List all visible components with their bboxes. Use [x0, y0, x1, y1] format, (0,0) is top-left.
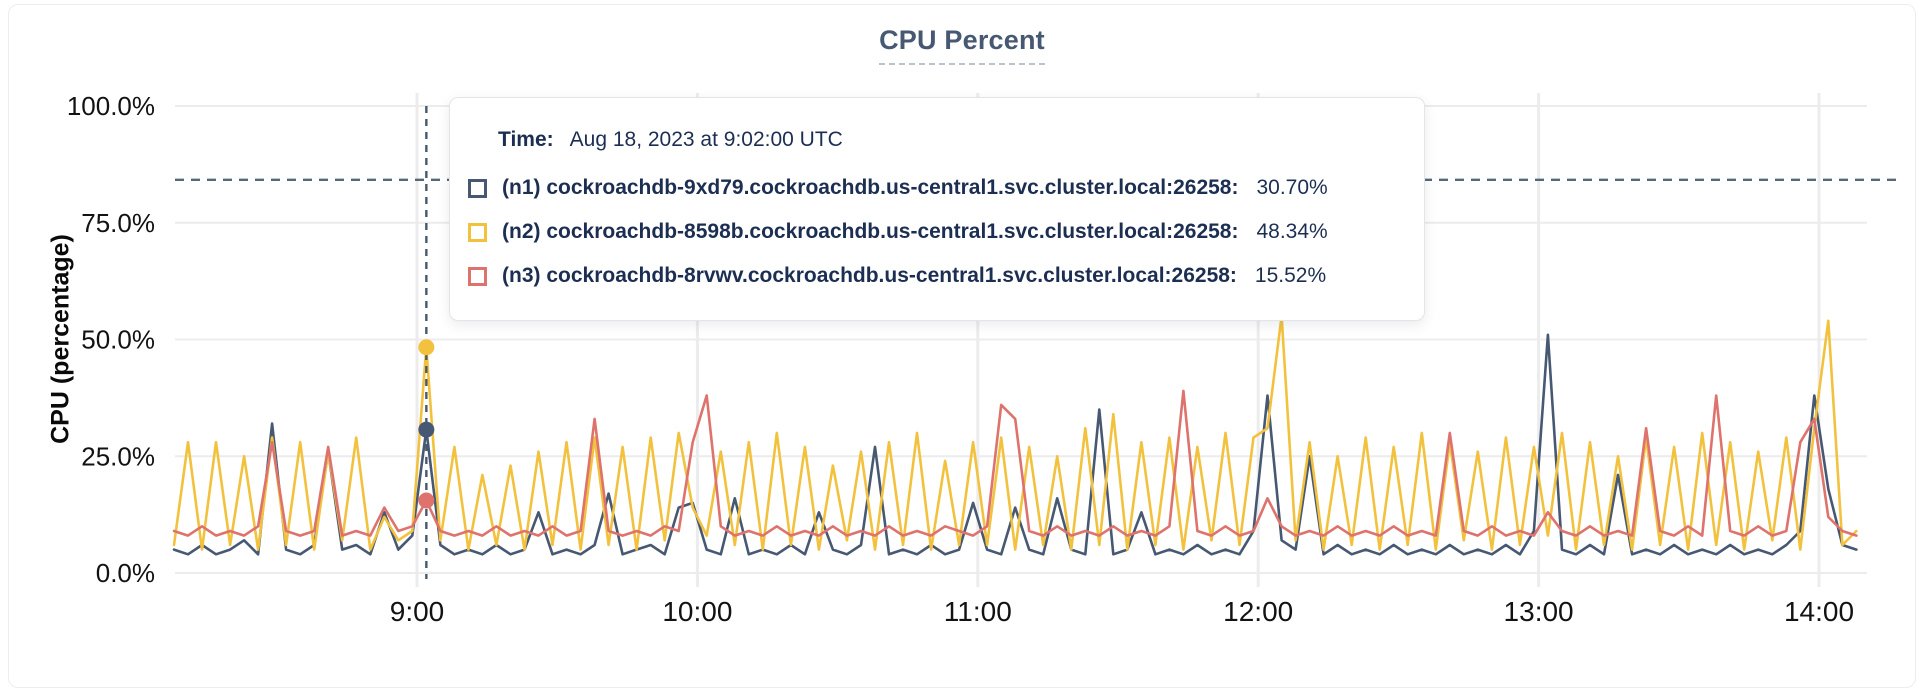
tooltip-series-row-n2: (n2) cockroachdb-8598b.cockroachdb.us-ce…: [468, 220, 1400, 244]
series-n2-line: [172, 314, 1858, 551]
series-n2-swatch-icon: [468, 222, 487, 242]
y-tick-label: 100.0%: [67, 91, 155, 121]
chart-title: CPU Percent: [9, 25, 1915, 65]
series-n3-swatch-icon: [468, 266, 487, 286]
tooltip-series-row-n1: (n1) cockroachdb-9xd79.cockroachdb.us-ce…: [468, 176, 1400, 200]
tooltip-time-row: Time: Aug 18, 2023 at 9:02:00 UTC: [498, 128, 1400, 152]
hover-dot-n3: [418, 492, 435, 509]
chart-title-text: CPU Percent: [879, 25, 1045, 65]
y-tick-label: 0.0%: [96, 558, 155, 588]
y-tick-label: 50.0%: [81, 325, 155, 355]
series-n1-swatch-icon: [468, 178, 487, 198]
tooltip-time-value: Aug 18, 2023 at 9:02:00 UTC: [569, 128, 843, 151]
series-n1-name: (n1) cockroachdb-9xd79.cockroachdb.us-ce…: [502, 176, 1239, 199]
y-tick-label: 75.0%: [81, 208, 155, 238]
x-tick-label: 13:00: [1504, 596, 1574, 627]
tooltip-time-label: Time:: [498, 128, 554, 151]
cpu-percent-chart-card: CPU Percent CPU (percentage) 0.0% 25.0% 50…: [8, 4, 1916, 688]
x-tick-label: 14:00: [1784, 596, 1854, 627]
series-n1-value: 30.70%: [1256, 176, 1328, 199]
tooltip-series-row-n3: (n3) cockroachdb-8rvwv.cockroachdb.us-ce…: [468, 264, 1400, 288]
series-n2-value: 48.34%: [1256, 220, 1328, 243]
x-tick-label: 9:00: [390, 596, 445, 627]
x-tick-label: 10:00: [662, 596, 732, 627]
y-axis-label: CPU (percentage): [46, 234, 75, 444]
hover-dot-n1: [418, 421, 435, 438]
chart-hover-tooltip: Time: Aug 18, 2023 at 9:02:00 UTC (n1) co…: [449, 97, 1425, 321]
hover-dot-n2: [418, 339, 435, 356]
series-n3-line: [172, 389, 1858, 537]
series-n1-line: [172, 333, 1858, 556]
x-gridlines: 9:00 10:00 11:00 12:00 13:00 14:00: [390, 93, 1854, 627]
x-tick-label: 11:00: [944, 596, 1012, 627]
series-n2-name: (n2) cockroachdb-8598b.cockroachdb.us-ce…: [502, 220, 1239, 243]
x-tick-label: 12:00: [1223, 596, 1293, 627]
series-n3-name: (n3) cockroachdb-8rvwv.cockroachdb.us-ce…: [502, 264, 1237, 287]
series-n3-value: 15.52%: [1254, 264, 1327, 287]
y-tick-label: 25.0%: [81, 441, 155, 471]
